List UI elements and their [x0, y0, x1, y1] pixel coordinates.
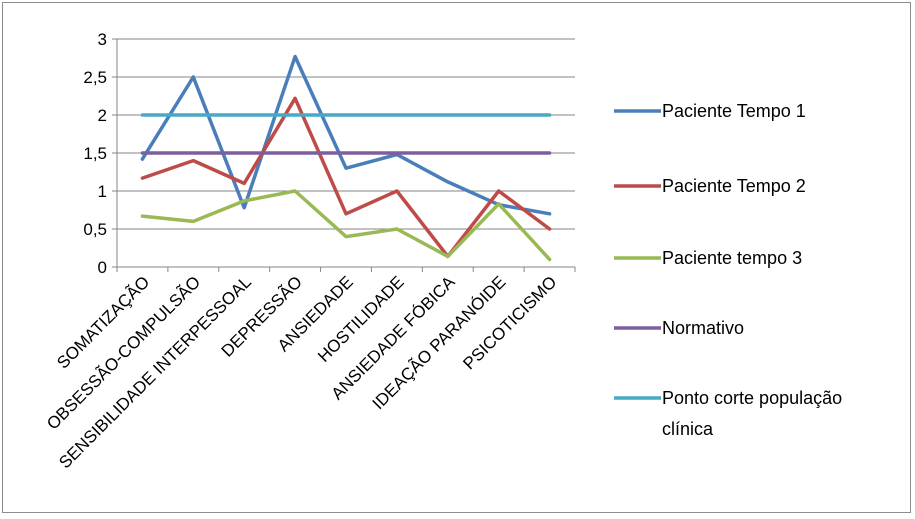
- legend-entry: Ponto corte população clínica: [614, 388, 842, 439]
- legend-label: Paciente tempo 3: [662, 248, 802, 268]
- series-line-3: [140, 189, 552, 262]
- series-line-2: [140, 96, 552, 259]
- legend-entry: Paciente Tempo 1: [614, 101, 806, 121]
- y-axis-tick-labels: 0 0,5 1 1,5 2 2,5 3: [83, 30, 107, 277]
- series-lines: [140, 54, 552, 262]
- x-axis-tick-labels: SOMATIZAÇÃOOBSESSÃO-COMPULSÃOSENSIBILIDA…: [43, 272, 560, 472]
- gridlines: [117, 38, 575, 230]
- y-tick-label: 0: [98, 258, 107, 277]
- legend: Paciente Tempo 1 Paciente Tempo 2 Paciente…: [614, 101, 842, 439]
- line-chart: 0 0,5 1 1,5 2 2,5 3 SOMATIZAÇÃOOBSESSÃO-COMPUL…: [43, 30, 842, 472]
- axes: [112, 38, 576, 272]
- y-tick-label: 0,5: [83, 220, 107, 239]
- x-tick-label: PSICOTICISMO: [459, 272, 560, 373]
- y-tick-label: 1,5: [83, 144, 107, 163]
- y-tick-label: 1: [98, 182, 107, 201]
- chart-frame: 0 0,5 1 1,5 2 2,5 3 SOMATIZAÇÃO OBSESSÃO-COMPUL…: [2, 2, 911, 513]
- x-tick-label: SOMATIZAÇÃO: [53, 272, 153, 372]
- y-tick-label: 3: [98, 30, 107, 49]
- legend-entry: Normativo: [614, 318, 744, 338]
- legend-entry: Paciente tempo 3: [614, 248, 802, 268]
- legend-label-continued: clínica: [662, 419, 714, 439]
- legend-label: Ponto corte população: [662, 388, 842, 408]
- x-tick-label: SENSIBILIDADE INTERPESSOAL: [55, 272, 255, 472]
- legend-label: Normativo: [662, 318, 744, 338]
- y-tick-label: 2: [98, 106, 107, 125]
- series-line-1: [140, 54, 552, 216]
- legend-entry: Paciente Tempo 2: [614, 176, 806, 196]
- legend-label: Paciente Tempo 2: [662, 176, 806, 196]
- legend-label: Paciente Tempo 1: [662, 101, 806, 121]
- y-tick-label: 2,5: [83, 68, 107, 87]
